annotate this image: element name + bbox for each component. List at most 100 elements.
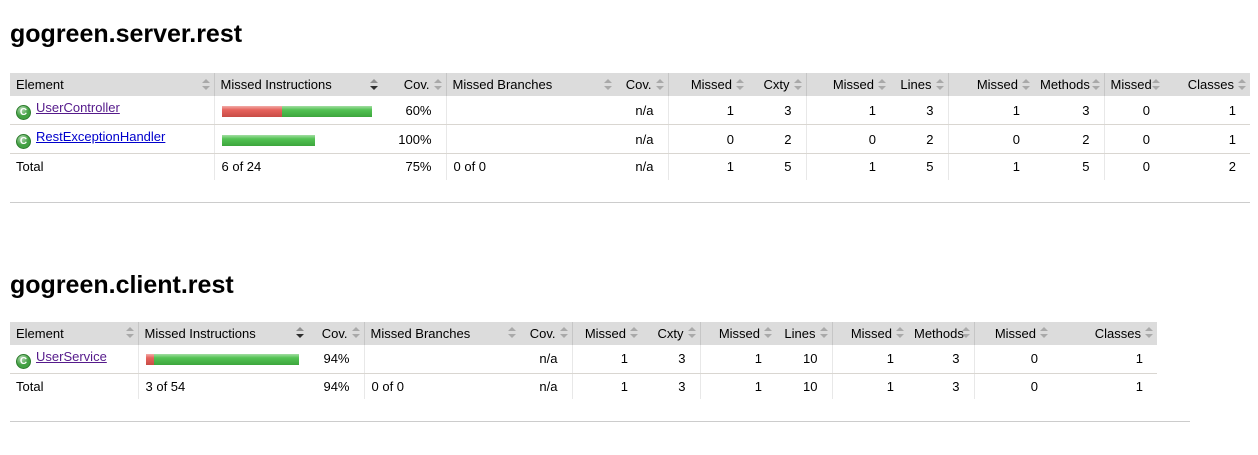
sort-icon bbox=[370, 78, 379, 90]
classes-cell: 1 bbox=[1164, 96, 1250, 125]
total-cxty-cell: 3 bbox=[678, 378, 686, 394]
element-link[interactable]: UserService bbox=[36, 348, 107, 364]
missed-cxty-cell: 1 bbox=[571, 344, 642, 374]
sort-icon bbox=[630, 327, 639, 338]
header-row: Element Missed Instructions Cov. Missed … bbox=[10, 321, 1157, 345]
red-bar bbox=[221, 105, 282, 117]
sort-icon bbox=[1145, 327, 1154, 338]
sort-icon bbox=[935, 78, 945, 90]
total-missed-lines-cell: 1 bbox=[699, 373, 776, 399]
column-header-label: Cov. bbox=[403, 77, 430, 92]
column-header-label: Missed Instructions bbox=[144, 325, 256, 341]
sort-icon bbox=[1040, 327, 1049, 338]
classes-cell: 1 bbox=[1052, 344, 1157, 374]
column-header-cov-instructions[interactable]: Cov. bbox=[308, 321, 364, 345]
table-row: C RestExceptionHandler 100% n/a 0 2 0 2 0… bbox=[10, 124, 1250, 154]
total-row: Total 3 of 54 94% 0 of 0 n/a 1 3 1 10 1 … bbox=[10, 373, 1157, 399]
package-title-server-rest: gogreen.server.rest bbox=[10, 20, 243, 48]
coverage-bar bbox=[221, 105, 372, 117]
total-methods-cell: 5 bbox=[1082, 159, 1090, 175]
lines-cell: 2 bbox=[890, 124, 948, 154]
table-row: C UserService 94% n/a 1 3 1 10 1 3 0 1 bbox=[10, 344, 1157, 374]
column-header-missed-lines[interactable]: Missed bbox=[805, 73, 890, 96]
sort-icon bbox=[351, 327, 361, 338]
column-header-label: Cxty bbox=[657, 325, 684, 341]
column-header-label: Lines bbox=[900, 77, 932, 92]
missed-classes-cell: 0 bbox=[1103, 124, 1164, 154]
column-header-label: Missed Branches bbox=[452, 77, 553, 92]
column-header-classes[interactable]: Classes bbox=[1052, 321, 1157, 345]
column-header-methods[interactable]: Methods bbox=[1034, 73, 1104, 96]
coverage-table-client-rest: Element Missed Instructions Cov. Missed … bbox=[10, 321, 1157, 399]
sort-icon bbox=[201, 78, 211, 90]
red-bar bbox=[145, 354, 154, 366]
column-header-missed-branches[interactable]: Missed Branches bbox=[445, 73, 616, 96]
green-bar bbox=[153, 354, 299, 366]
column-header-missed-instructions[interactable]: Missed Instructions bbox=[137, 321, 308, 345]
total-missed-lines-cell: 1 bbox=[805, 153, 890, 180]
sort-icon bbox=[296, 327, 305, 338]
class-icon: C bbox=[16, 134, 31, 149]
column-header-classes[interactable]: Classes bbox=[1164, 73, 1250, 96]
coverage-bar bbox=[221, 134, 315, 146]
total-label-cell: Total bbox=[16, 378, 44, 394]
classes-cell: 1 bbox=[1164, 124, 1250, 154]
methods-cell: 3 bbox=[1034, 96, 1104, 125]
column-header-missed-cxty[interactable]: Missed bbox=[571, 321, 642, 345]
column-header-lines[interactable]: Lines bbox=[776, 321, 832, 345]
column-header-cov-instructions[interactable]: Cov. bbox=[382, 73, 446, 96]
column-header-missed-cxty[interactable]: Missed bbox=[667, 73, 748, 96]
element-cell: C UserController bbox=[10, 96, 214, 125]
column-header-cov-branches[interactable]: Cov. bbox=[616, 73, 668, 96]
column-header-label: Element bbox=[16, 77, 64, 92]
element-cell: C RestExceptionHandler bbox=[10, 124, 214, 154]
total-cxty-cell: 5 bbox=[784, 159, 792, 175]
column-header-lines[interactable]: Lines bbox=[890, 73, 948, 96]
column-header-label: Missed Branches bbox=[370, 325, 471, 341]
instructions-bar-cell bbox=[137, 344, 308, 374]
sort-icon bbox=[961, 327, 971, 338]
missed-lines-cell: 0 bbox=[805, 124, 890, 154]
total-missed-methods-cell: 1 bbox=[831, 373, 908, 399]
element-link[interactable]: RestExceptionHandler bbox=[36, 129, 166, 144]
column-header-missed-classes[interactable]: Missed bbox=[1103, 73, 1164, 96]
lines-cell: 10 bbox=[776, 344, 832, 374]
column-header-label: Methods bbox=[914, 325, 964, 341]
column-header-missed-lines[interactable]: Missed bbox=[699, 321, 776, 345]
column-header-label: Cov. bbox=[625, 77, 652, 92]
column-header-missed-classes[interactable]: Missed bbox=[973, 321, 1052, 345]
column-header-cov-branches[interactable]: Cov. bbox=[520, 321, 572, 345]
branches-cov-cell: n/a bbox=[616, 124, 668, 154]
sort-icon bbox=[1091, 78, 1101, 90]
column-header-missed-instructions[interactable]: Missed Instructions bbox=[213, 73, 382, 96]
instructions-bar-cell bbox=[213, 124, 382, 154]
column-header-label: Missed bbox=[1110, 77, 1152, 92]
total-classes-cell: 2 bbox=[1228, 159, 1236, 175]
column-header-element[interactable]: Element bbox=[10, 73, 214, 96]
column-header-missed-methods[interactable]: Missed bbox=[947, 73, 1034, 96]
column-header-cxty[interactable]: Cxty bbox=[748, 73, 806, 96]
sort-icon bbox=[1238, 78, 1247, 90]
column-header-cxty[interactable]: Cxty bbox=[642, 321, 700, 345]
element-link[interactable]: UserController bbox=[36, 100, 120, 115]
sort-icon bbox=[896, 327, 905, 338]
missed-classes-cell: 0 bbox=[973, 344, 1052, 374]
column-header-methods[interactable]: Methods bbox=[908, 321, 974, 345]
column-header-element[interactable]: Element bbox=[10, 321, 138, 345]
column-header-label: Cxty bbox=[763, 77, 790, 92]
total-branches-cov-cell: n/a bbox=[539, 378, 558, 394]
element-cell: C UserService bbox=[10, 344, 138, 374]
sort-icon bbox=[736, 78, 745, 90]
sort-icon bbox=[819, 327, 829, 338]
column-header-label: Missed Instructions bbox=[220, 77, 332, 92]
green-bar bbox=[281, 105, 372, 117]
column-header-missed-branches[interactable]: Missed Branches bbox=[363, 321, 520, 345]
instructions-bar-cell bbox=[213, 96, 382, 125]
sort-icon bbox=[764, 327, 773, 338]
total-lines-cell: 5 bbox=[926, 159, 934, 175]
total-methods-cell: 3 bbox=[952, 378, 960, 394]
section-divider bbox=[10, 421, 1190, 422]
table-row: C UserController 60% n/a 1 3 1 3 1 3 0 1 bbox=[10, 96, 1250, 125]
column-header-missed-methods[interactable]: Missed bbox=[831, 321, 908, 345]
branches-cov-cell: n/a bbox=[520, 344, 572, 374]
